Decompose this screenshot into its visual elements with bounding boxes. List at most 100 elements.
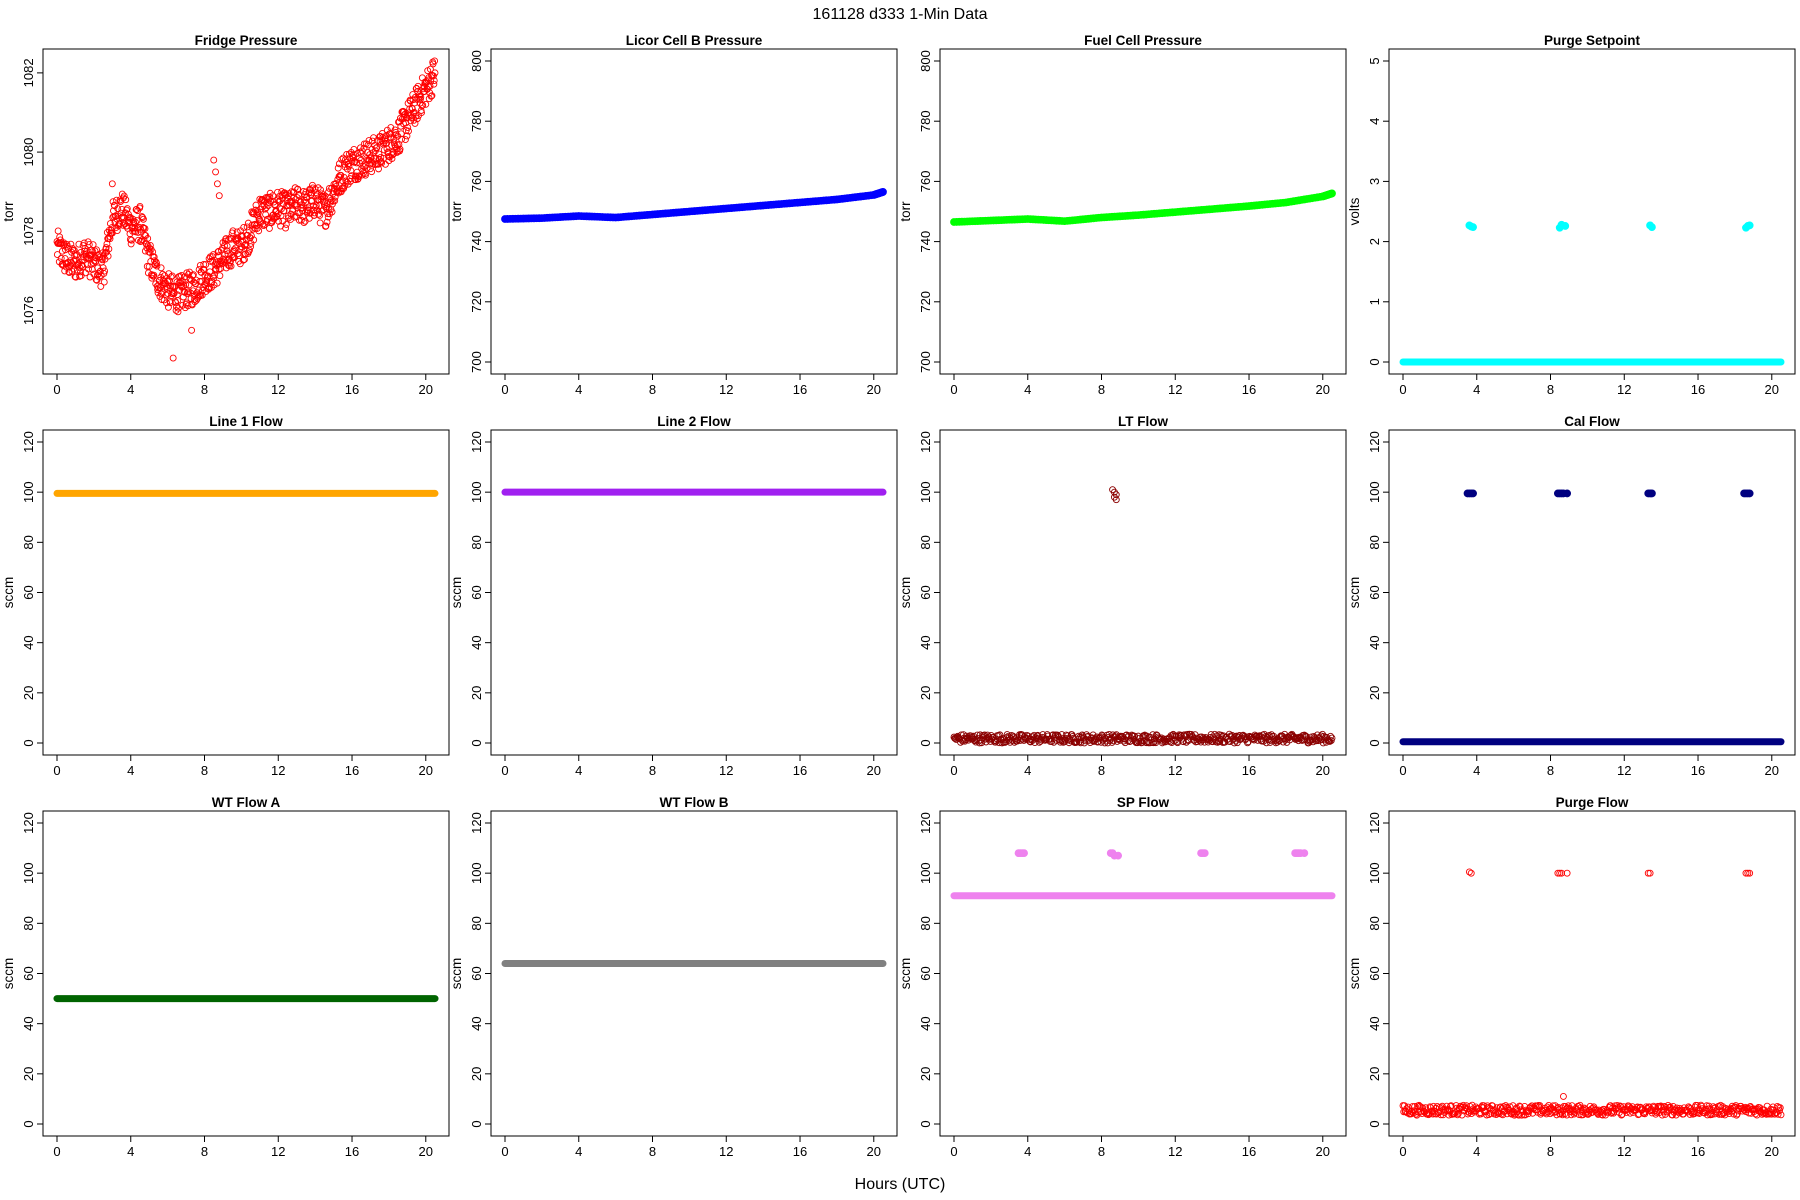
data-point (345, 162, 353, 170)
data-point (1094, 738, 1102, 746)
data-point (1108, 738, 1116, 746)
y-tick-label: 40 (1367, 635, 1382, 649)
data-point (108, 224, 116, 232)
x-tick-label: 8 (649, 382, 656, 397)
data-point (214, 248, 222, 256)
y-tick-label: 700 (918, 351, 933, 373)
plot-frame (1388, 810, 1796, 1137)
data-point (417, 93, 425, 101)
data-point (250, 210, 258, 218)
y-tick-label: 780 (918, 110, 933, 132)
plot-frame (490, 429, 898, 756)
panel-title: Line 2 Flow (657, 414, 731, 429)
x-tick-label: 12 (1168, 1144, 1182, 1159)
data-point (1644, 869, 1652, 877)
y-tick-label: 40 (918, 1016, 933, 1030)
data-point (323, 218, 331, 226)
x-tick-label: 8 (201, 763, 208, 778)
data-point (1646, 869, 1654, 877)
data-point (53, 251, 61, 259)
x-tick-label: 8 (1547, 382, 1554, 397)
data-point (179, 293, 187, 301)
y-tick-label: 40 (469, 635, 484, 649)
data-point (314, 184, 322, 192)
data-point (1404, 1103, 1412, 1111)
x-tick-label: 8 (201, 1144, 208, 1159)
data-point (1027, 738, 1034, 746)
data-point (170, 289, 178, 297)
data-point (340, 160, 348, 168)
data-point (335, 160, 343, 168)
x-tick-label: 20 (1765, 763, 1779, 778)
data-point (255, 227, 263, 235)
x-tick-label: 8 (1547, 763, 1554, 778)
data-point (150, 271, 158, 279)
data-point (83, 261, 91, 269)
data-point (350, 145, 358, 153)
data-point (431, 57, 439, 65)
data-point (960, 734, 968, 742)
y-tick-label: 40 (21, 1016, 36, 1030)
data-point (375, 155, 383, 163)
x-tick-label: 4 (1473, 1144, 1480, 1159)
data-point (252, 201, 260, 209)
data-point (324, 213, 332, 221)
data-point (137, 225, 145, 233)
y-tick-label: 40 (1367, 1016, 1382, 1030)
data-point (275, 198, 283, 206)
y-tick-label: 20 (21, 686, 36, 700)
y-tick-label: 100 (21, 481, 36, 503)
x-tick-label: 16 (1691, 382, 1705, 397)
panel-title: Purge Setpoint (1544, 33, 1641, 48)
data-point (1200, 849, 1209, 857)
panel-title: Fuel Cell Pressure (1084, 33, 1202, 48)
data-point (273, 213, 281, 221)
y-tick-label: 0 (1367, 1120, 1382, 1127)
data-point (403, 132, 411, 140)
y-axis-label: torr (1, 201, 16, 222)
data-point (72, 252, 80, 259)
data-point (105, 245, 113, 253)
data-point (79, 263, 87, 271)
x-tick-label: 8 (1547, 1144, 1554, 1159)
data-point (1559, 1092, 1567, 1100)
data-point (1563, 489, 1572, 498)
data-point (1774, 1110, 1782, 1118)
data-point (213, 180, 221, 188)
data-point (126, 236, 134, 243)
x-tick-label: 0 (1399, 1144, 1406, 1159)
data-point (360, 140, 368, 148)
data-point (405, 127, 412, 135)
y-axis-label: sccm (449, 577, 464, 609)
data-point (952, 734, 959, 742)
x-tick-label: 4 (1024, 763, 1031, 778)
data-point (372, 144, 380, 152)
y-tick-label: 40 (21, 635, 36, 649)
data-point (109, 198, 117, 206)
data-point (418, 109, 426, 116)
data-point (1561, 222, 1570, 230)
plot-frame (1388, 48, 1796, 375)
y-axis-label: torr (449, 201, 464, 222)
data-point (218, 260, 226, 267)
panel-purge-flow: Purge Flow 0 4 8 12 16 20 0 20 40 60 80 100 120 sccm (1347, 795, 1796, 1159)
data-point (89, 241, 97, 249)
data-point (265, 224, 273, 232)
data-point (125, 210, 132, 218)
panel-title: Line 1 Flow (209, 414, 283, 429)
x-tick-label: 12 (1168, 763, 1182, 778)
data-point (262, 211, 270, 218)
y-tick-label: 100 (918, 481, 933, 503)
data-point (408, 105, 416, 113)
data-point (1718, 1110, 1726, 1118)
y-tick-label: 120 (21, 431, 36, 453)
y-axis-label: sccm (449, 958, 464, 990)
data-point (416, 92, 424, 100)
y-tick-label: 80 (1367, 916, 1382, 930)
y-tick-label: 20 (1367, 686, 1382, 700)
data-point (1086, 739, 1094, 747)
y-tick-label: 720 (918, 291, 933, 313)
x-tick-label: 16 (345, 763, 359, 778)
data-point (73, 251, 81, 258)
x-tick-label: 8 (649, 763, 656, 778)
